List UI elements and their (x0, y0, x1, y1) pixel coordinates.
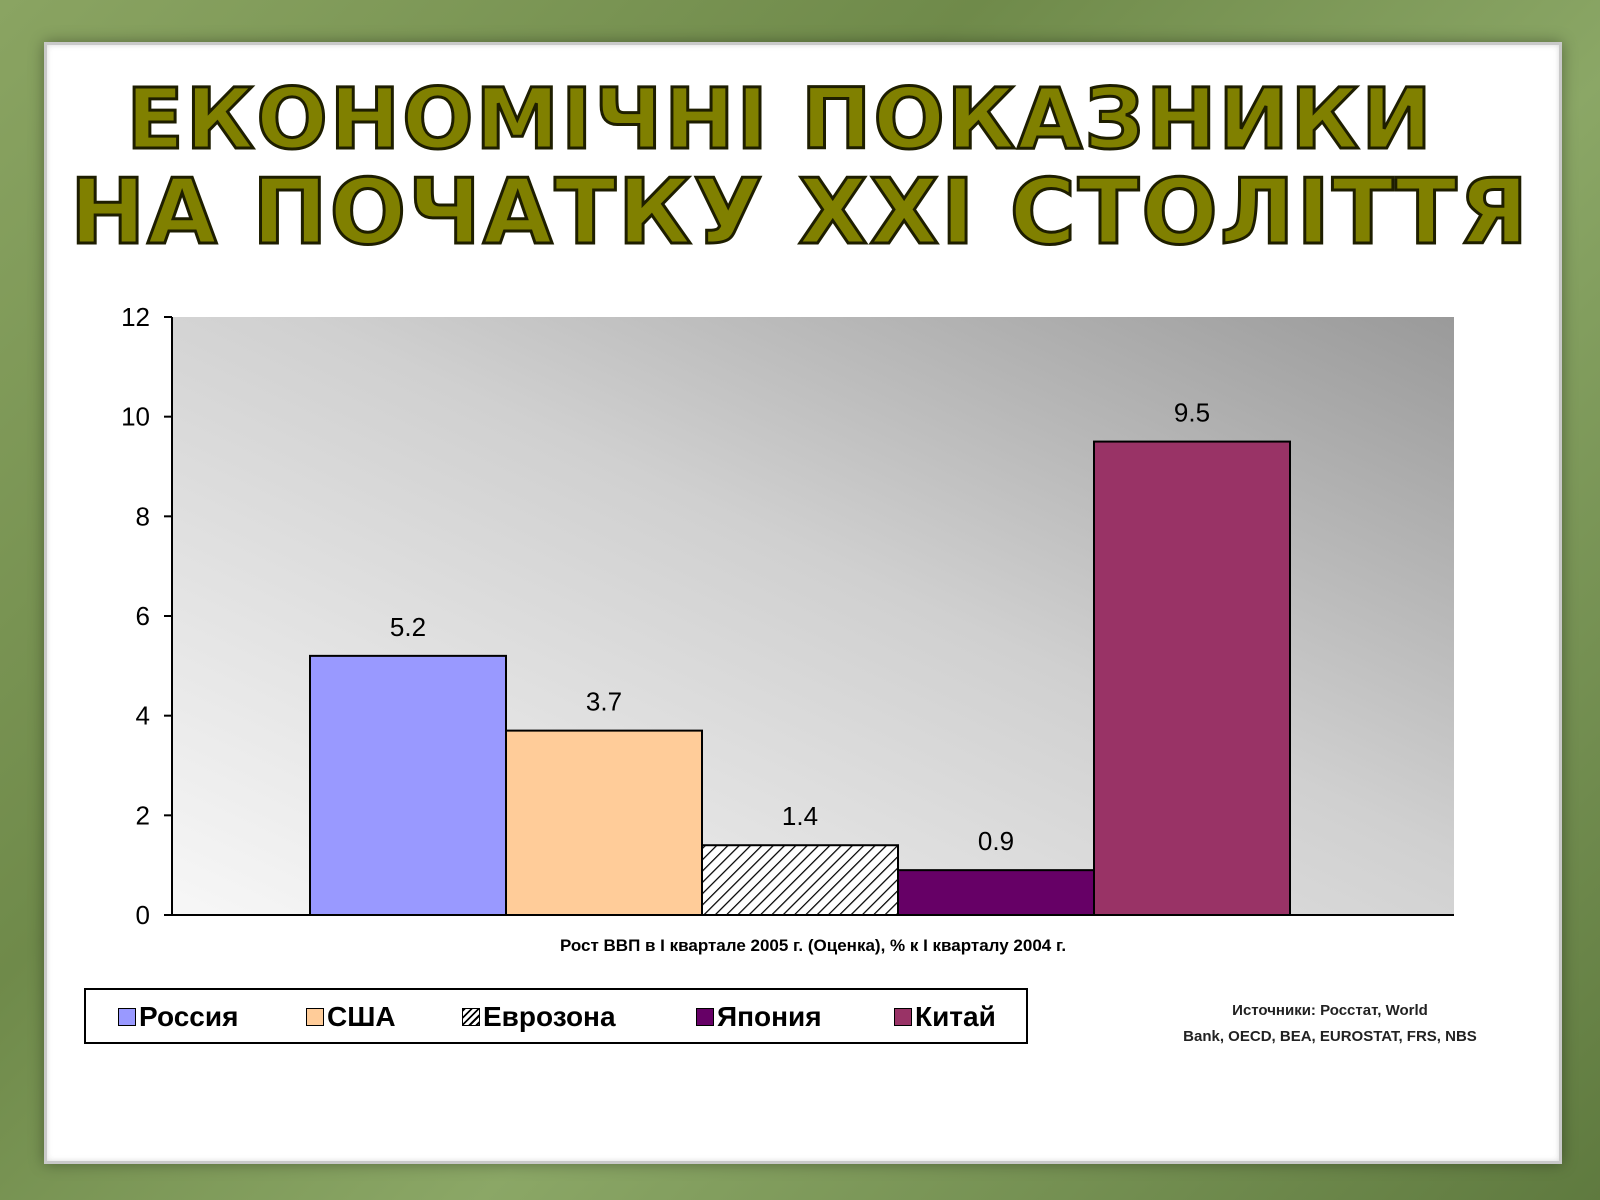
legend-label: США (327, 1001, 396, 1032)
data-label: 9.5 (1174, 398, 1210, 428)
x-axis-label: Рост ВВП в I квартале 2005 г. (Оценка), … (560, 936, 1066, 955)
sources-line-2: Bank, OECD, BEA, EUROSTAT, FRS, NBS (1183, 1028, 1477, 1045)
legend-swatch (118, 1007, 136, 1026)
y-tick-label: 6 (136, 601, 150, 631)
legend-item: Еврозона (462, 1002, 616, 1032)
data-label: 1.4 (782, 801, 818, 831)
bar-4 (897, 869, 1095, 917)
bar-5 (1093, 440, 1291, 916)
legend-label: Япония (717, 1001, 822, 1032)
slide-title-line-1: ЕКОНОМІЧНІ ПОКАЗНИКИ (125, 69, 1434, 170)
sources-line-1: Источники: Росстат, World (1232, 1002, 1428, 1019)
data-label: 5.2 (390, 612, 426, 642)
legend-swatch (894, 1007, 912, 1026)
sources-note: Источники: Росстат, World Bank, OECD, BE… (1140, 998, 1520, 1050)
y-tick-label: 8 (136, 501, 150, 531)
legend-item: Япония (696, 1002, 822, 1032)
legend-label: Еврозона (483, 1001, 616, 1032)
legend-item: Россия (118, 1002, 238, 1032)
bar-3 (701, 844, 899, 917)
slide-title-line-2: НА ПОЧАТКУ XXI СТОЛІТТЯ (68, 159, 1531, 267)
legend-label: Россия (139, 1001, 239, 1032)
y-tick-label: 4 (136, 701, 150, 731)
chart-legend: Россия США Еврозона Япония Китай (84, 988, 1028, 1044)
legend-item: США (306, 1002, 396, 1032)
legend-label: Китай (915, 1001, 996, 1032)
y-tick-label: 0 (136, 900, 150, 930)
y-tick-label: 2 (136, 800, 150, 830)
data-label: 3.7 (586, 687, 622, 717)
y-tick-label: 10 (121, 402, 150, 432)
legend-swatch (696, 1007, 714, 1026)
legend-swatch (462, 1007, 480, 1026)
y-tick-label: 12 (121, 302, 150, 332)
legend-swatch (306, 1007, 324, 1026)
bar-2 (505, 729, 703, 916)
data-label: 0.9 (978, 826, 1014, 856)
bar-1 (309, 654, 507, 916)
legend-item: Китай (894, 1002, 996, 1032)
